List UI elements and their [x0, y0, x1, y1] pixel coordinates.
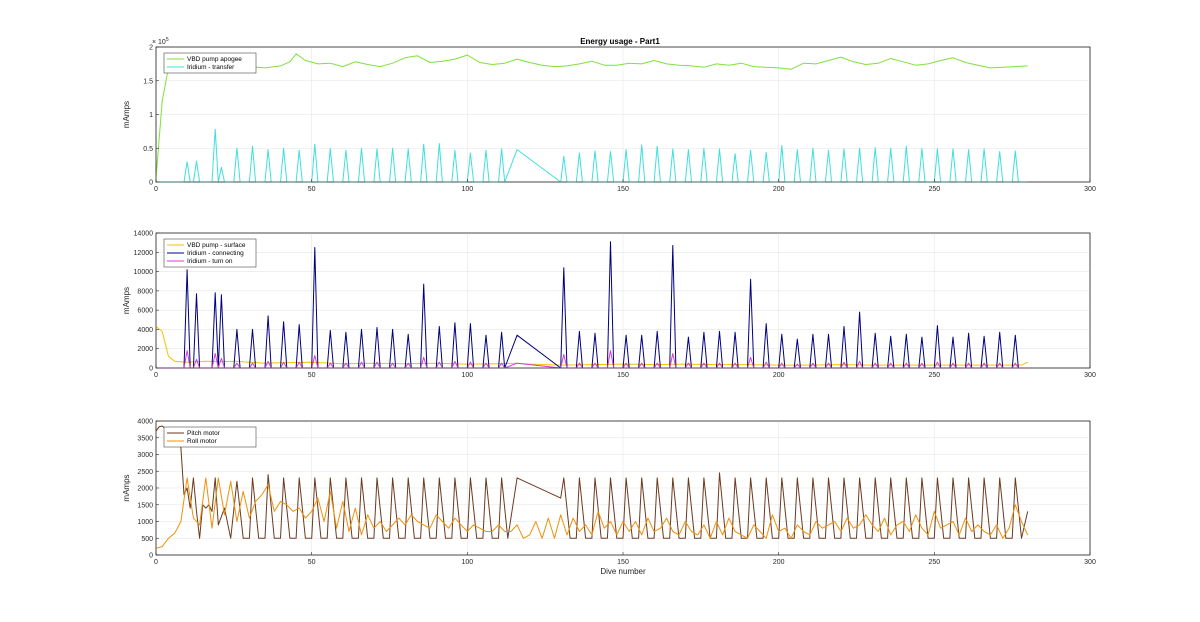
- legend-entry: VBD pump - surface: [187, 242, 246, 249]
- x-tick-label: 0: [154, 559, 158, 566]
- y-tick-label: 2000: [137, 346, 153, 353]
- y-axis-label: mAmps: [122, 474, 131, 501]
- legend-box: [163, 426, 257, 448]
- legend-box: [163, 52, 257, 74]
- y-tick-label: 1500: [137, 502, 153, 509]
- x-tick-label: 200: [773, 186, 785, 193]
- x-tick-label: 300: [1084, 372, 1096, 379]
- legend-entry: Pitch motor: [187, 430, 221, 437]
- legend-entry: Iridium - connecting: [187, 250, 244, 257]
- y-tick-label: 6000: [137, 308, 153, 315]
- axes-pitch-roll-motor: 0 50 100 150 200 250 3000500100015002000250030…: [122, 419, 1096, 577]
- y-tick-label: 0: [149, 180, 153, 187]
- legend-entry: Roll motor: [187, 438, 217, 445]
- y-exponent-label: × 105: [152, 37, 169, 46]
- x-tick-label: 200: [773, 559, 785, 566]
- y-tick-label: 3500: [137, 435, 153, 442]
- y-tick-label: 4000: [137, 419, 153, 426]
- x-tick-label: 100: [461, 559, 473, 566]
- y-axis-label: mAmps: [122, 101, 131, 128]
- figure-title: Energy usage - Part1: [580, 37, 660, 46]
- y-tick-label: 0: [149, 366, 153, 373]
- y-tick-label: 1000: [137, 519, 153, 526]
- y-tick-label: 12000: [134, 250, 154, 257]
- axes-vbd-apogee-iridium-transfer: 0 50 100 150 200 250 300 0 0.5 1 1.5 2× 105 mAmps VBD…: [122, 37, 1096, 193]
- y-tick-label: 8000: [137, 288, 153, 295]
- y-tick-label: 10000: [134, 269, 154, 276]
- x-tick-label: 50: [308, 186, 316, 193]
- x-tick-label: 250: [928, 186, 940, 193]
- x-tick-label: 200: [773, 372, 785, 379]
- legend-entry: Iridium - turn on: [187, 258, 233, 265]
- series-line-vbd-pump-apogee: [155, 53, 1028, 179]
- y-tick-label: 500: [141, 536, 153, 543]
- y-tick-label: 0: [149, 553, 153, 560]
- x-tick-label: 100: [461, 186, 473, 193]
- y-tick-label: 4000: [137, 327, 153, 334]
- x-tick-label: 0: [154, 186, 158, 193]
- y-tick-label: 1.5: [143, 78, 153, 85]
- legend-entry: VBD pump apogee: [187, 56, 242, 63]
- y-axis-label: mAmps: [122, 287, 131, 314]
- x-tick-label: 0: [154, 372, 158, 379]
- x-tick-label: 150: [617, 186, 629, 193]
- x-tick-label: 300: [1084, 186, 1096, 193]
- y-exponent-value: 5: [166, 37, 169, 43]
- y-tick-label: 0.5: [143, 146, 153, 153]
- axes-vbd-surface-iridium: 0 50 100 150 200 250 300 0 2000 4000 6000 8000 10000…: [122, 231, 1096, 380]
- y-tick-label: 1: [149, 112, 153, 119]
- x-tick-label: 150: [617, 372, 629, 379]
- x-tick-label: 300: [1084, 559, 1096, 566]
- series-line-roll-motor: [155, 477, 1029, 549]
- y-tick-label: 2500: [137, 469, 153, 476]
- x-axis-label: Dive number: [600, 567, 646, 576]
- x-tick-label: 150: [617, 559, 629, 566]
- y-tick-label: 2: [149, 45, 153, 52]
- x-tick-label: 250: [928, 372, 940, 379]
- x-tick-label: 50: [308, 559, 316, 566]
- x-tick-label: 50: [308, 372, 316, 379]
- legend-entry: Iridium - transfer: [187, 64, 235, 71]
- y-tick-label: 3000: [137, 452, 153, 459]
- x-tick-label: 250: [928, 559, 940, 566]
- y-tick-label: 14000: [134, 231, 154, 238]
- series-line-pitch-motor: [155, 425, 1029, 539]
- y-tick-label: 2000: [137, 486, 153, 493]
- x-tick-label: 100: [461, 372, 473, 379]
